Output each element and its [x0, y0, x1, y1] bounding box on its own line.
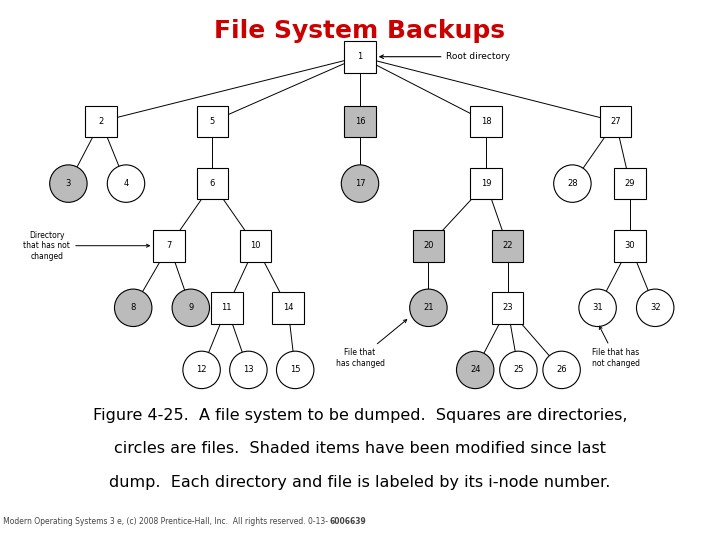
- Bar: [600, 106, 631, 137]
- Text: 8: 8: [130, 303, 136, 312]
- Bar: [470, 106, 502, 137]
- Ellipse shape: [500, 351, 537, 389]
- Ellipse shape: [543, 351, 580, 389]
- Ellipse shape: [276, 351, 314, 389]
- Text: 13: 13: [243, 366, 253, 374]
- Text: 17: 17: [355, 179, 365, 188]
- Text: circles are files.  Shaded items have been modified since last: circles are files. Shaded items have bee…: [114, 441, 606, 456]
- Text: Tanenbaum, Modern Operating Systems 3 e, (c) 2008 Prentice-Hall, Inc.  All right: Tanenbaum, Modern Operating Systems 3 e,…: [0, 517, 328, 526]
- Text: 25: 25: [513, 366, 523, 374]
- Bar: [344, 41, 376, 72]
- Text: 23: 23: [503, 303, 513, 312]
- Ellipse shape: [410, 289, 447, 327]
- Text: 18: 18: [481, 117, 491, 126]
- Text: 2: 2: [98, 117, 104, 126]
- Text: 9: 9: [188, 303, 194, 312]
- Text: 3: 3: [66, 179, 71, 188]
- Text: 1: 1: [357, 52, 363, 61]
- Text: 28: 28: [567, 179, 577, 188]
- Bar: [614, 168, 646, 199]
- Ellipse shape: [579, 289, 616, 327]
- Ellipse shape: [636, 289, 674, 327]
- Text: 29: 29: [625, 179, 635, 188]
- Text: 11: 11: [222, 303, 232, 312]
- Text: 24: 24: [470, 366, 480, 374]
- Text: 20: 20: [423, 241, 433, 250]
- Text: 21: 21: [423, 303, 433, 312]
- Text: 6: 6: [210, 179, 215, 188]
- Bar: [492, 292, 523, 323]
- Text: Figure 4-25.  A file system to be dumped.  Squares are directories,: Figure 4-25. A file system to be dumped.…: [93, 408, 627, 423]
- Bar: [211, 292, 243, 323]
- Ellipse shape: [230, 351, 267, 389]
- Bar: [153, 230, 185, 261]
- Ellipse shape: [114, 289, 152, 327]
- Text: 7: 7: [166, 241, 172, 250]
- Text: 10: 10: [251, 241, 261, 250]
- Bar: [344, 106, 376, 137]
- Text: File that
has changed: File that has changed: [336, 320, 407, 368]
- Text: Root directory: Root directory: [380, 52, 510, 61]
- Text: dump.  Each directory and file is labeled by its i-node number.: dump. Each directory and file is labeled…: [109, 475, 611, 490]
- Text: 14: 14: [283, 303, 293, 312]
- Ellipse shape: [50, 165, 87, 202]
- Ellipse shape: [456, 351, 494, 389]
- Bar: [492, 230, 523, 261]
- Text: 16: 16: [355, 117, 365, 126]
- Ellipse shape: [172, 289, 210, 327]
- Text: Directory
that has not
changed: Directory that has not changed: [23, 231, 150, 261]
- Bar: [85, 106, 117, 137]
- Text: 27: 27: [611, 117, 621, 126]
- Bar: [240, 230, 271, 261]
- Bar: [197, 106, 228, 137]
- Text: 32: 32: [650, 303, 660, 312]
- Text: 6006639: 6006639: [329, 517, 366, 526]
- Text: 22: 22: [503, 241, 513, 250]
- Text: 5: 5: [210, 117, 215, 126]
- Text: 26: 26: [557, 366, 567, 374]
- Bar: [197, 168, 228, 199]
- Bar: [470, 168, 502, 199]
- Text: 30: 30: [625, 241, 635, 250]
- Text: 15: 15: [290, 366, 300, 374]
- Text: File System Backups: File System Backups: [215, 19, 505, 43]
- Ellipse shape: [341, 165, 379, 202]
- Text: 12: 12: [197, 366, 207, 374]
- Ellipse shape: [107, 165, 145, 202]
- Bar: [272, 292, 304, 323]
- Bar: [413, 230, 444, 261]
- Bar: [614, 230, 646, 261]
- Ellipse shape: [554, 165, 591, 202]
- Text: 19: 19: [481, 179, 491, 188]
- Text: 31: 31: [593, 303, 603, 312]
- Text: File that has
not changed: File that has not changed: [592, 326, 639, 368]
- Ellipse shape: [183, 351, 220, 389]
- Text: 4: 4: [123, 179, 129, 188]
